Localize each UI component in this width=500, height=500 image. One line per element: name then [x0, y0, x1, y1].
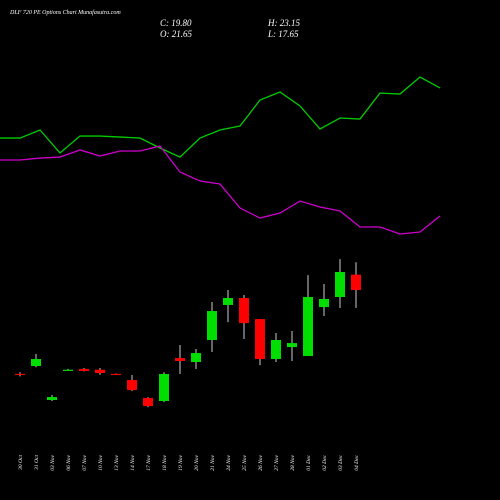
- candle-body: [255, 319, 265, 360]
- x-tick-label: 06 Nov: [66, 454, 72, 470]
- low-label: L: 17.65: [267, 29, 299, 39]
- x-tick-label: 07 Nov: [82, 454, 88, 470]
- candle-body: [239, 297, 249, 324]
- candle-body: [287, 343, 297, 348]
- candle-body: [15, 373, 25, 376]
- x-tick-label: 20 Nov: [194, 454, 200, 470]
- indicator-line: [0, 145, 441, 235]
- high-label: H: 23.15: [267, 18, 300, 28]
- x-tick-label: 26 Nov: [258, 454, 264, 470]
- x-tick-label: 24 Nov: [225, 454, 232, 470]
- x-tick-label: 28 Nov: [290, 454, 296, 470]
- x-tick-label: 04 Dec: [353, 454, 360, 470]
- candle-body: [223, 297, 233, 305]
- x-tick-label: 03 Dec: [338, 454, 344, 470]
- chart-title: DLF 720 PE Options Chart Munafasutra.com: [9, 9, 121, 16]
- candle-body: [79, 368, 89, 371]
- candle-body: [271, 339, 281, 360]
- x-tick-label: 01 Dec: [306, 454, 312, 470]
- candle-body: [335, 272, 345, 297]
- indicator-line: [0, 76, 441, 158]
- candle-body: [191, 353, 201, 362]
- candle-body: [143, 398, 153, 407]
- candle-body: [159, 374, 169, 402]
- x-tick-label: 25 Nov: [242, 454, 248, 470]
- candle-body: [351, 274, 361, 291]
- x-tick-label: 02 Dec: [322, 454, 328, 470]
- x-tick-label: 13 Nov: [114, 454, 120, 470]
- candle-body: [111, 373, 121, 376]
- open-label: O: 21.65: [160, 29, 192, 39]
- candle-body: [207, 311, 217, 340]
- candle-body: [31, 359, 41, 367]
- x-tick-label: 21 Nov: [210, 454, 216, 470]
- x-tick-label: 19 Nov: [178, 454, 184, 470]
- x-tick-label: 17 Nov: [146, 454, 152, 470]
- x-tick-label: 03 Nov: [50, 454, 56, 470]
- candle-body: [63, 369, 73, 371]
- x-tick-label: 10 Nov: [98, 454, 104, 470]
- candle-body: [319, 298, 329, 308]
- candle-body: [95, 369, 105, 374]
- x-tick-label: 30 Oct: [18, 455, 24, 471]
- x-tick-label: 31 Oct: [34, 455, 40, 471]
- candle-body: [303, 296, 313, 357]
- candle-body: [127, 380, 137, 391]
- candle-body: [175, 358, 185, 361]
- candle-body: [47, 397, 57, 401]
- close-label: C: 19.80: [160, 18, 192, 28]
- x-tick-label: 27 Nov: [274, 454, 280, 470]
- x-tick-label: 14 Nov: [129, 454, 136, 470]
- x-tick-label: 18 Nov: [162, 454, 168, 470]
